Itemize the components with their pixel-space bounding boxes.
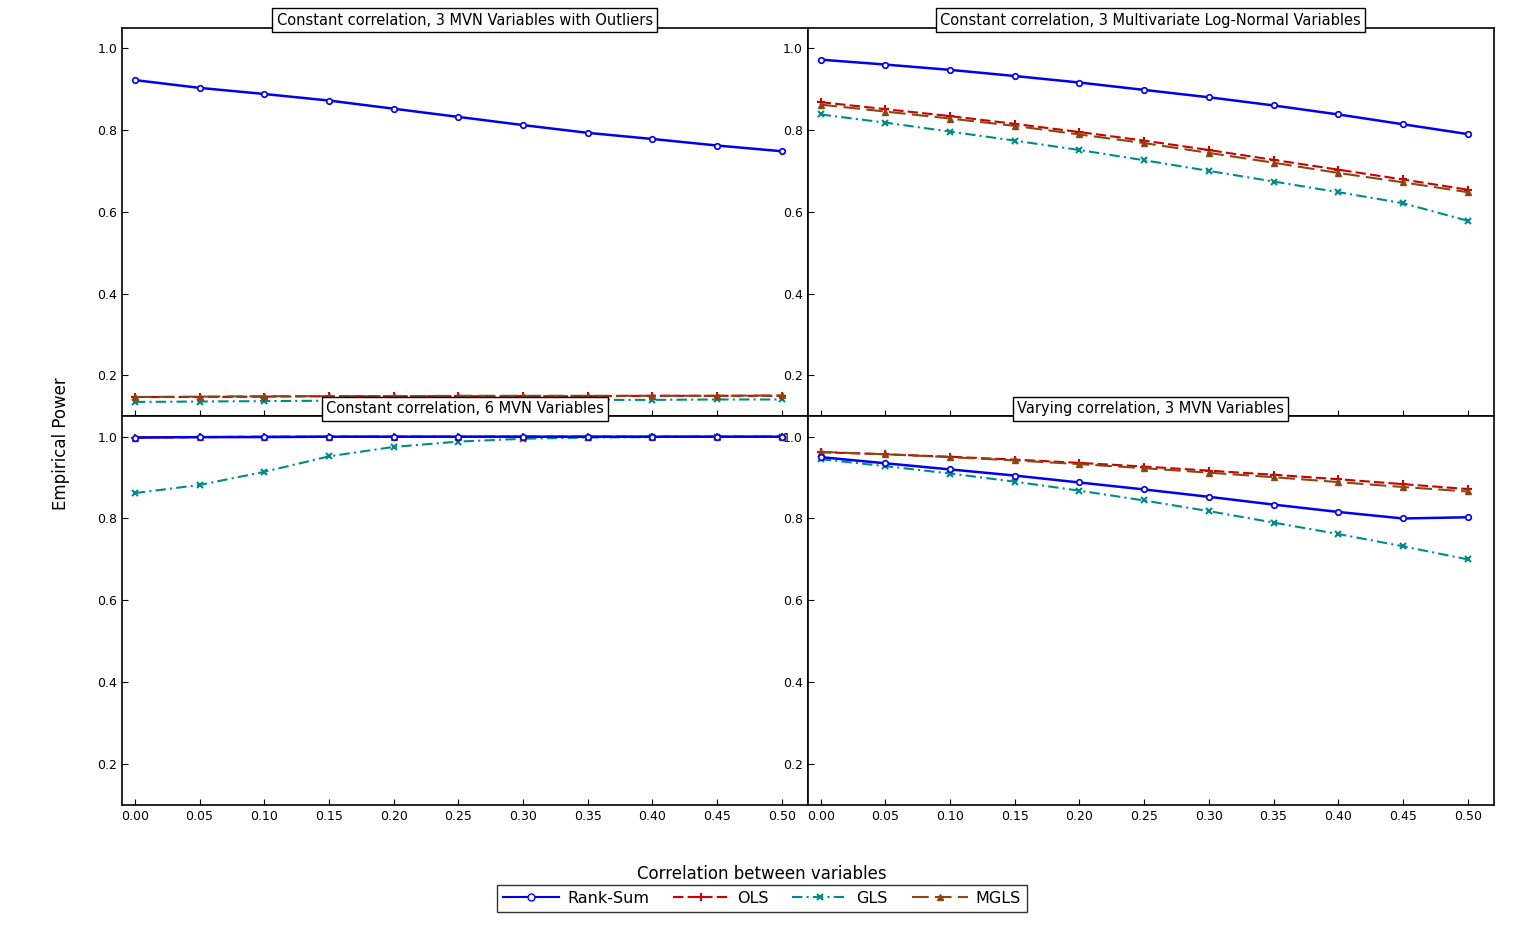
Text: Correlation between variables: Correlation between variables xyxy=(637,865,887,883)
Legend: Rank-Sum, OLS, GLS, MGLS: Rank-Sum, OLS, GLS, MGLS xyxy=(497,884,1027,912)
Title: Constant correlation, 3 MVN Variables with Outliers: Constant correlation, 3 MVN Variables wi… xyxy=(277,13,652,28)
Title: Varying correlation, 3 MVN Variables: Varying correlation, 3 MVN Variables xyxy=(1017,401,1285,416)
Text: Empirical Power: Empirical Power xyxy=(52,377,70,511)
Title: Constant correlation, 3 Multivariate Log-Normal Variables: Constant correlation, 3 Multivariate Log… xyxy=(940,13,1361,28)
Title: Constant correlation, 6 MVN Variables: Constant correlation, 6 MVN Variables xyxy=(326,401,604,416)
